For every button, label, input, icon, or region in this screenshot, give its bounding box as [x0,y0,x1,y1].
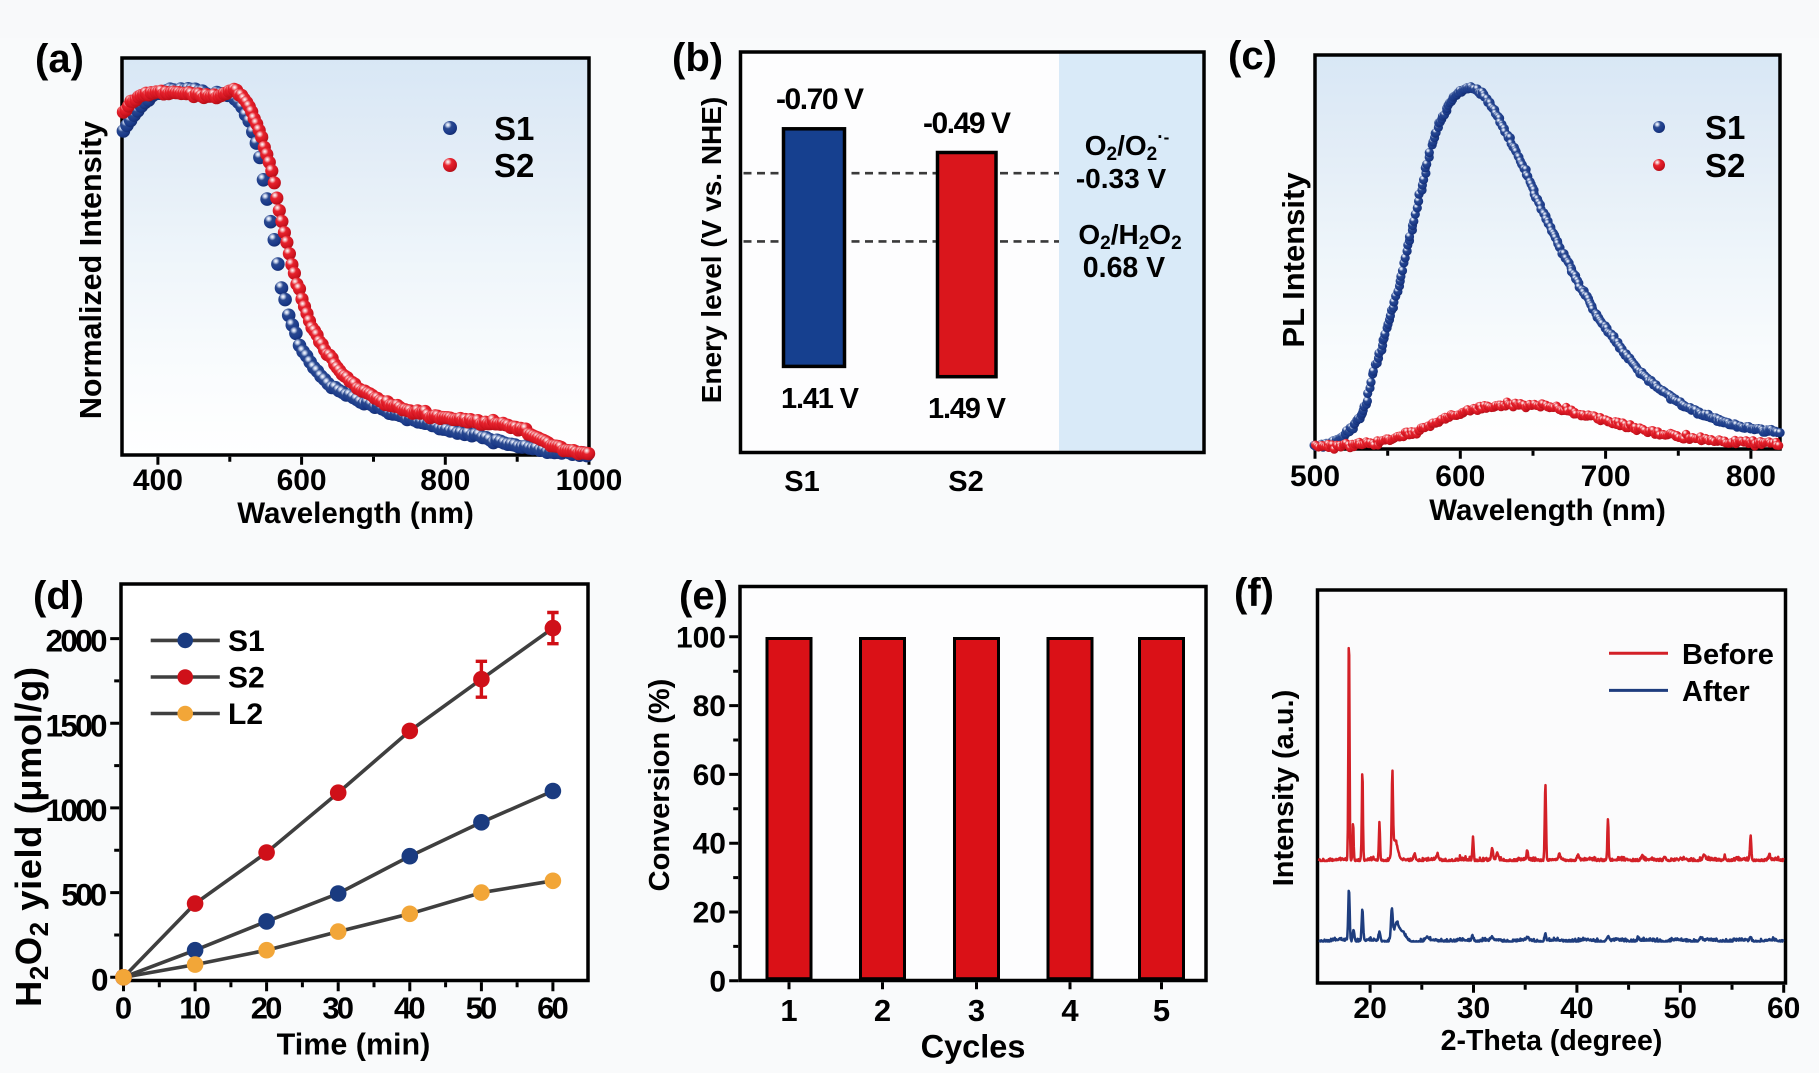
svg-text:800: 800 [420,464,470,497]
svg-text:After: After [1682,676,1750,708]
svg-text:1.49 V: 1.49 V [928,393,1007,425]
svg-text:0: 0 [91,961,109,997]
svg-text:S1: S1 [228,625,265,658]
svg-text:60: 60 [693,759,726,792]
svg-text:S2: S2 [948,466,983,498]
svg-text:PL Intensity: PL Intensity [1276,172,1311,348]
svg-text:L2: L2 [228,698,263,731]
svg-text:(f): (f) [1234,571,1274,615]
svg-text:0: 0 [115,991,132,1026]
svg-text:400: 400 [133,464,183,497]
svg-text:-0.33 V: -0.33 V [1076,163,1167,194]
svg-text:80: 80 [693,690,726,723]
svg-text:-0.49 V: -0.49 V [923,107,1011,140]
svg-text:S2: S2 [494,147,534,184]
svg-text:20: 20 [693,897,726,930]
svg-text:800: 800 [1726,460,1776,493]
svg-text:60: 60 [537,991,569,1026]
svg-text:(a): (a) [35,37,84,81]
svg-text:600: 600 [1435,460,1485,493]
svg-text:2000: 2000 [46,623,108,659]
svg-text:-0.70 V: -0.70 V [776,83,864,116]
svg-text:10: 10 [179,991,211,1026]
svg-text:60: 60 [1767,992,1800,1025]
svg-text:40: 40 [1560,992,1593,1025]
svg-text:4: 4 [1061,993,1079,1028]
svg-text:S1: S1 [494,110,534,147]
svg-text:Time (min): Time (min) [277,1028,431,1062]
svg-text:1000: 1000 [556,464,623,497]
svg-text:Wavelength (nm): Wavelength (nm) [1429,494,1666,527]
svg-text:Before: Before [1682,639,1774,671]
svg-text:2: 2 [874,993,891,1028]
svg-text:O2/O2·-: O2/O2·- [1085,127,1170,165]
svg-text:(d): (d) [33,574,84,618]
svg-text:1000: 1000 [46,792,108,828]
svg-text:600: 600 [277,464,327,497]
svg-text:2-Theta (degree): 2-Theta (degree) [1441,1025,1663,1057]
svg-text:0: 0 [709,965,726,998]
svg-text:Intensity (a.u.): Intensity (a.u.) [1268,690,1300,887]
svg-text:Enery level (V vs. NHE): Enery level (V vs. NHE) [696,97,727,404]
svg-text:1500: 1500 [46,707,108,743]
svg-text:20: 20 [1353,992,1386,1025]
svg-text:700: 700 [1581,460,1631,493]
svg-text:O2/H2O2: O2/H2O2 [1078,219,1181,254]
svg-text:Conversion (%): Conversion (%) [644,679,676,892]
svg-text:500: 500 [1290,460,1340,493]
svg-text:40: 40 [394,991,426,1026]
svg-text:S1: S1 [784,466,819,498]
svg-text:20: 20 [251,991,283,1026]
svg-text:H2O2 yield (μmol/g): H2O2 yield (μmol/g) [8,667,54,1007]
svg-text:S1: S1 [1705,109,1745,146]
svg-text:S2: S2 [228,662,265,695]
svg-text:30: 30 [1457,992,1490,1025]
svg-text:50: 50 [1664,992,1697,1025]
svg-text:S2: S2 [1705,147,1745,184]
svg-text:1: 1 [780,993,797,1028]
svg-text:Cycles: Cycles [921,1029,1026,1065]
svg-text:Normalized Intensity: Normalized Intensity [74,121,108,419]
svg-text:3: 3 [968,993,985,1028]
svg-text:100: 100 [676,621,726,654]
svg-text:0.68 V: 0.68 V [1083,252,1165,284]
svg-text:50: 50 [466,991,498,1026]
svg-text:40: 40 [693,828,726,861]
svg-text:1.41 V: 1.41 V [781,383,860,415]
svg-text:5: 5 [1153,993,1170,1028]
svg-text:500: 500 [61,877,107,913]
svg-text:30: 30 [322,991,354,1026]
svg-text:(b): (b) [672,36,723,80]
svg-text:(c): (c) [1228,34,1277,78]
svg-text:Wavelength (nm): Wavelength (nm) [237,497,474,530]
svg-text:(e): (e) [679,574,728,618]
